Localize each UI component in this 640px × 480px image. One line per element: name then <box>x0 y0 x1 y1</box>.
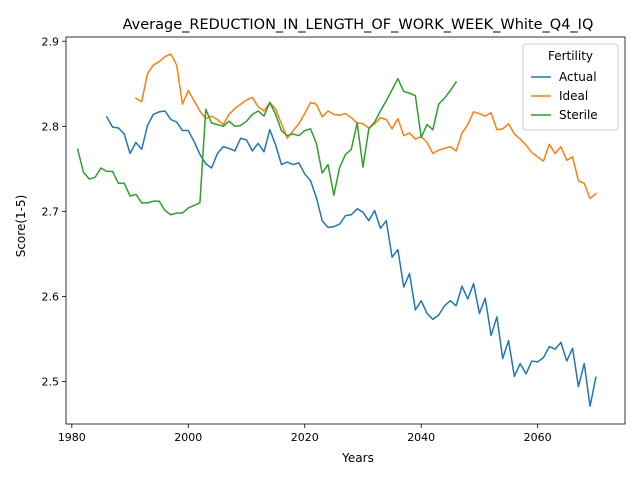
y-tick-label: 2.5 <box>42 375 60 388</box>
y-tick-label: 2.7 <box>42 205 60 218</box>
plot-area: 1980 2000 2020 2040 2060 2.5 2.6 2.7 2.8 2.9 <box>42 35 626 444</box>
x-tick-label: 2000 <box>174 431 202 444</box>
y-tick-label: 2.8 <box>42 120 60 133</box>
y-tick-label: 2.6 <box>42 290 60 303</box>
legend-frame <box>522 43 619 131</box>
x-tick-label: 2060 <box>524 431 552 444</box>
legend-label-actual: Actual <box>559 70 597 84</box>
chart-title: Average_REDUCTION_IN_LENGTH_OF_WORK_WEEK… <box>123 17 594 33</box>
legend-label-ideal: Ideal <box>559 89 588 103</box>
series-line-sterile <box>76 77 458 216</box>
x-axis-label: Years <box>341 451 374 465</box>
series-line-ideal <box>134 53 597 200</box>
x-tick-label: 1980 <box>58 431 86 444</box>
legend-label-sterile: Sterile <box>559 108 598 122</box>
y-axis-label: Score(1-5) <box>14 195 28 258</box>
legend: Fertility Actual Ideal Sterile <box>522 43 619 131</box>
x-tick-label: 2040 <box>407 431 435 444</box>
series-line-actual <box>105 110 597 407</box>
y-tick-label: 2.9 <box>42 35 60 48</box>
axes-frame <box>65 36 626 425</box>
x-tick-label: 2020 <box>291 431 319 444</box>
legend-title: Fertility <box>548 49 593 63</box>
